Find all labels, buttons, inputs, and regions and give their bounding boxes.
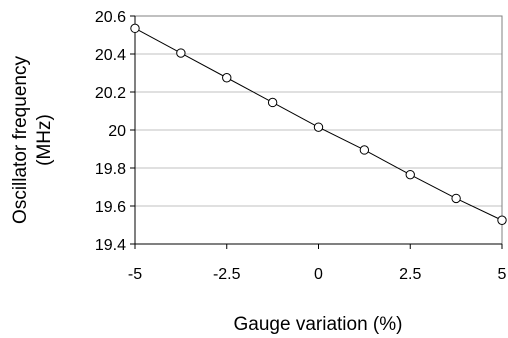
data-point-8 — [497, 215, 507, 225]
data-point-1 — [176, 48, 186, 58]
x-tick-label-0: -5 — [128, 266, 142, 283]
x-tick-label-4: 5 — [498, 266, 507, 283]
x-tick-labels: -5 -2.5 0 2.5 5 — [128, 266, 507, 283]
x-tick-label-2: 0 — [314, 266, 323, 283]
data-point-4 — [313, 122, 324, 132]
data-point-0 — [130, 23, 140, 34]
x-tick-label-3: 2.5 — [399, 266, 421, 283]
data-point-7 — [451, 193, 461, 204]
y-tick-label-4: 20.2 — [95, 85, 126, 102]
y-axis-title: Oscillator frequency (MHz) — [10, 56, 55, 224]
y-axis-title-line-1: Oscillator frequency — [10, 56, 31, 224]
x-axis-title: Gauge variation (%) — [234, 314, 403, 335]
y-tick-label-2: 19.8 — [95, 161, 126, 178]
data-point-6 — [405, 169, 415, 180]
tick-marks — [130, 15, 503, 249]
y-tick-label-0: 19.4 — [95, 237, 126, 254]
y-tick-label-5: 20.4 — [95, 47, 126, 64]
y-tick-labels: 19.4 19.6 19.8 20 20.2 20.4 20.6 — [95, 9, 126, 254]
data-point-3 — [267, 97, 278, 108]
x-tick-label-1: -2.5 — [213, 266, 241, 283]
y-tick-label-1: 19.6 — [95, 199, 126, 216]
y-tick-label-6: 20.6 — [95, 9, 126, 26]
y-axis-title-line-2: (MHz) — [34, 114, 55, 166]
data-point-2 — [222, 73, 232, 83]
data-points — [130, 23, 507, 225]
data-point-5 — [359, 145, 370, 155]
y-tick-label-3: 20 — [108, 123, 126, 140]
